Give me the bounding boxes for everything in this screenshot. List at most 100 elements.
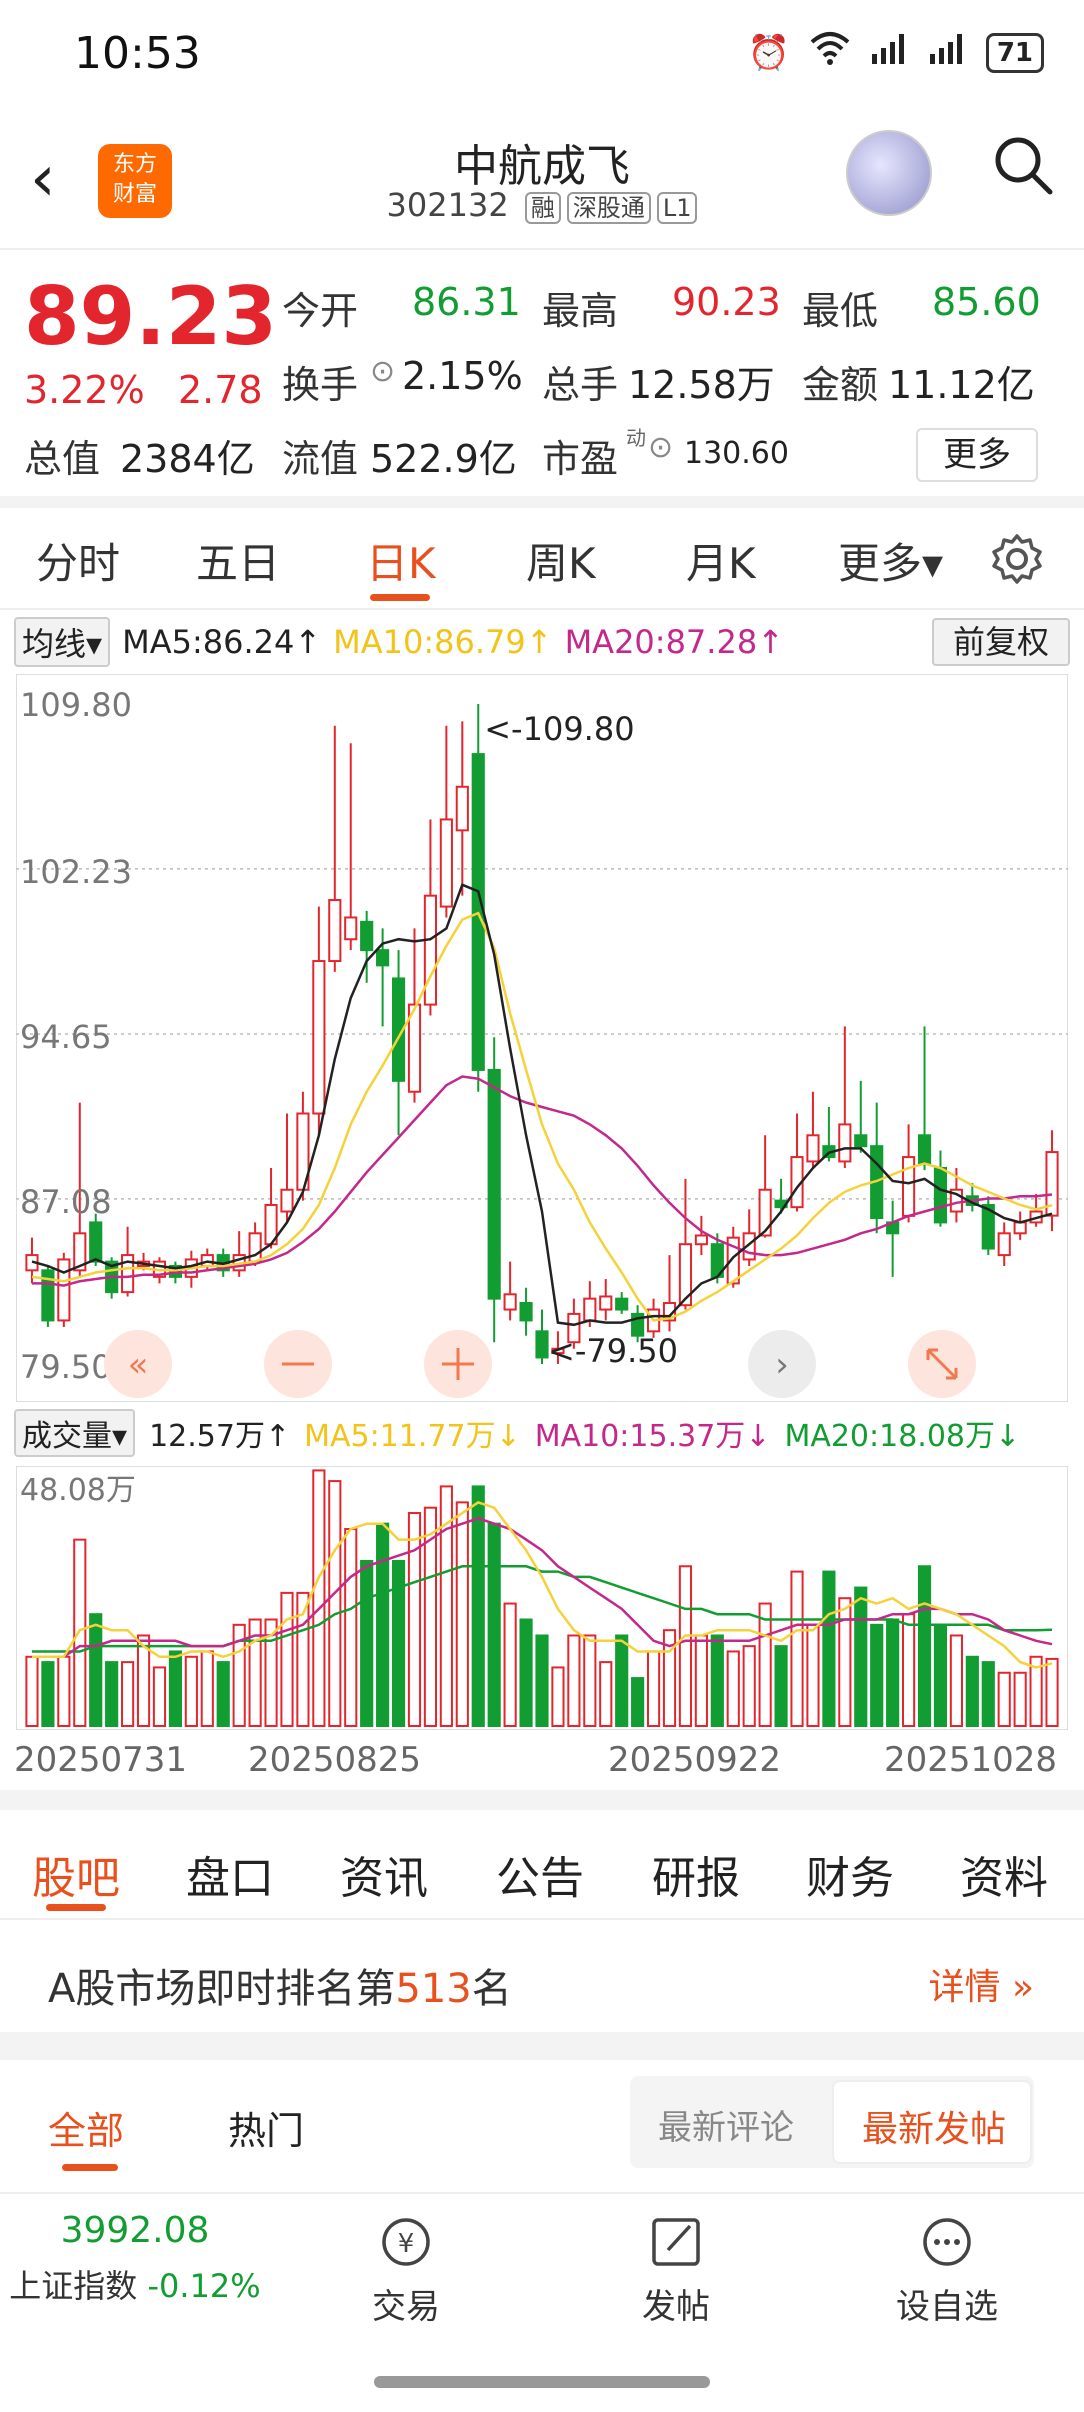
volume-chart[interactable]: 48.08万 [16,1466,1068,1730]
tab-5day[interactable]: 五日 [196,539,281,588]
tab-pankou[interactable]: 盘口 [186,1853,274,1904]
change-pct: 3.22% [24,368,145,412]
pe-info-icon[interactable]: ⊙ [648,430,674,465]
tab-daily-k[interactable]: 日K [366,539,436,588]
back-icon[interactable]: ‹ [30,142,56,216]
candle [423,894,438,1006]
candle [439,818,453,908]
status-time: 10:53 [74,28,201,79]
post-label: 发帖 [642,2287,710,2327]
fullscreen-button[interactable] [908,1330,976,1398]
candle [57,1258,71,1322]
volume-bar [1029,1655,1043,1727]
app-logo[interactable]: 东方 财富 [98,144,172,218]
candle [503,1293,517,1311]
ma-selector[interactable]: 均线▾ [14,617,111,667]
tab-weekly-k[interactable]: 周K [526,539,596,588]
tab-profile[interactable]: 资料 [960,1853,1048,1904]
volume-bar [41,1661,55,1727]
sort-latest-post[interactable]: 最新发帖 [862,2109,1007,2150]
low-annotation: <-79.50 [548,1332,678,1370]
candle [726,1236,740,1285]
edit-icon [652,2218,700,2266]
kline-chart[interactable]: 109.80 102.23 94.65 87.08 79.50 <-109.80 <-7… [16,674,1068,1402]
index-widget[interactable]: 3992.08 上证指数 -0.12% [0,2210,270,2307]
quote-panel: 89.23 3.22% 2.78 今开 86.31 最高 90.23 最低 85… [0,250,1084,500]
date-tick: 20250825 [248,1740,422,1780]
content-tabs: 股吧 盘口 资讯 公告 研报 财务 资料 [0,1810,1084,1920]
candle [360,920,374,952]
info-icon[interactable]: ⊙ [370,354,396,389]
search-icon[interactable] [990,132,1056,198]
sort-active-bg [832,2080,1032,2164]
tab-intraday[interactable]: 分时 [36,539,121,588]
rank-detail-link[interactable]: 详情 » [928,1967,1034,2008]
tab-finance[interactable]: 财务 [806,1853,894,1904]
date-tick: 20250922 [608,1740,782,1780]
status-icons: ⏰ 71 [747,30,1044,75]
volume-bar [296,1591,310,1727]
tag-level: L1 [656,192,698,224]
candle [73,1232,87,1272]
tab-monthly-k[interactable]: 月K [686,539,756,588]
tab-hot[interactable]: 热门 [228,2109,305,2153]
active-tab-underline [370,594,430,601]
volume-bar [25,1655,39,1727]
add-watchlist-button[interactable]: 设自选 [892,2214,1002,2328]
vol-ma10-line [32,1516,1053,1659]
zoom-out-button[interactable] [264,1330,332,1398]
adjust-button[interactable]: 前复权 [932,618,1070,666]
tab-guba[interactable]: 股吧 [32,1853,120,1904]
volume-bar [232,1623,246,1728]
candle [997,1232,1011,1257]
sort-latest-comment[interactable]: 最新评论 [658,2108,794,2148]
tab-news[interactable]: 资讯 [340,1853,428,1904]
candle [599,1295,613,1311]
volume-bar [535,1634,549,1727]
active-tab-underline [62,2164,118,2171]
tab-announcements[interactable]: 公告 [496,1853,584,1904]
tab-more[interactable]: 更多▾ [838,539,944,588]
volume-bar [328,1480,342,1727]
more-button[interactable]: 更多 [916,428,1038,482]
volume-current: 12.57万↑ [149,1419,291,1454]
volume-selector[interactable]: 成交量▾ [14,1409,136,1457]
candle [89,1221,103,1263]
candle [121,1254,135,1294]
tab-research[interactable]: 研报 [652,1853,740,1904]
settings-gear-icon[interactable] [990,532,1044,586]
float-label: 流值 [282,437,359,481]
price-tick-label: 102.23 [20,853,132,891]
trade-button[interactable]: ¥ 交易 [356,2214,456,2328]
volume-bar [200,1650,214,1727]
candle [583,1297,597,1322]
kline-tabs: 分时 五日 日K 周K 月K 更多▾ [0,506,1084,610]
volume-bar [168,1650,182,1727]
vol-ma10-label: MA10:15.37万↓ [534,1419,771,1454]
candle [742,1232,756,1261]
candle [280,1188,294,1213]
scroll-left-button[interactable]: « [104,1330,172,1398]
robot-assistant-icon[interactable] [846,130,932,216]
rank-text: A股市场即时排名第513名 [48,1966,512,2012]
post-button[interactable]: 发帖 [626,2214,726,2328]
watchlist-label: 设自选 [896,2287,998,2327]
open-value: 86.31 [412,280,521,324]
volume-value: 12.58万 [628,363,775,407]
index-name: 上证指数 [9,2267,138,2305]
market-rank-row[interactable]: A股市场即时排名第513名 详情 » [0,1922,1084,2032]
volume-bar [902,1613,916,1727]
volume-bar [949,1634,963,1727]
signal-icon-2 [928,32,968,73]
alarm-icon: ⏰ [747,32,790,73]
volume-bar [519,1618,533,1727]
scroll-right-button[interactable]: › [748,1330,816,1398]
volume-bar [694,1634,708,1727]
date-tick: 20250731 [14,1740,188,1780]
volume-bar [216,1661,230,1727]
svg-text:¥: ¥ [398,2229,415,2259]
tab-all[interactable]: 全部 [48,2109,125,2153]
zoom-in-button[interactable] [424,1330,492,1398]
price-tick-label: 79.50 [20,1348,112,1386]
candle [838,1123,852,1163]
